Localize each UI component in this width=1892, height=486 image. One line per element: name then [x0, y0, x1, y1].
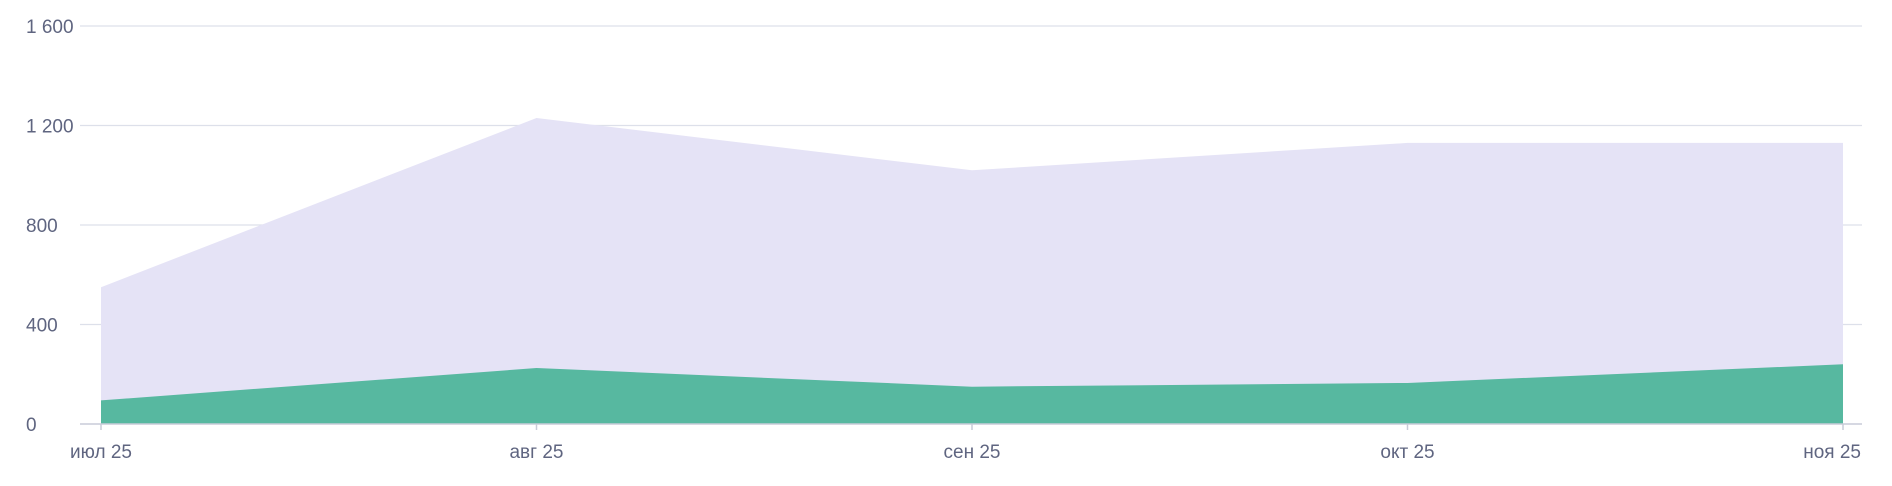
- y-tick-label: 400: [26, 316, 58, 337]
- axis-layer: 0 400 800 1 200 1 600 июл 25 авг 25 сен 25 окт 2…: [26, 17, 1862, 463]
- area-series-1: [101, 118, 1843, 424]
- y-tick-label: 0: [26, 415, 37, 436]
- x-tick-label: сен 25: [944, 442, 1001, 463]
- area-layer: [101, 118, 1843, 424]
- x-tick-label: окт 25: [1380, 442, 1434, 463]
- x-tick-label: ноя 25: [1803, 442, 1861, 463]
- y-tick-label: 1 600: [26, 17, 74, 38]
- y-tick-label: 1 200: [26, 117, 74, 138]
- area-series-2: [101, 364, 1843, 424]
- x-tick-label: авг 25: [509, 442, 563, 463]
- y-tick-label: 800: [26, 216, 58, 237]
- x-tick-label: июл 25: [70, 442, 132, 463]
